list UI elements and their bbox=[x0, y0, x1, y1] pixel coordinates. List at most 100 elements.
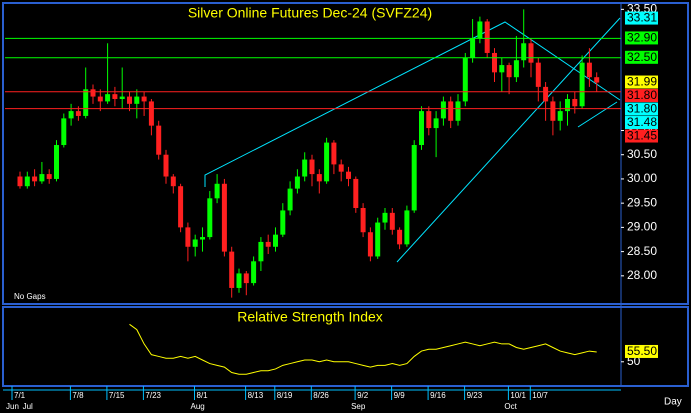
candle-body bbox=[397, 229, 403, 245]
chart-title: Silver Online Futures Dec-24 (SVFZ24) bbox=[188, 5, 432, 21]
y-tick-label: 28.50 bbox=[627, 244, 657, 258]
candle-body bbox=[46, 174, 52, 179]
candle-body bbox=[148, 101, 154, 126]
candle-body bbox=[448, 101, 454, 121]
candle-body bbox=[440, 101, 446, 119]
price-tag bbox=[625, 50, 658, 64]
candle-body bbox=[535, 62, 541, 87]
candle-body bbox=[367, 232, 373, 257]
candle-body bbox=[360, 208, 366, 233]
candle-body bbox=[200, 237, 205, 240]
y-tick-label: 28.00 bbox=[627, 268, 657, 282]
candle-body bbox=[24, 176, 30, 187]
candle-body bbox=[236, 273, 242, 288]
price-tag-label: 31.80 bbox=[627, 102, 657, 116]
candle-body bbox=[83, 89, 89, 116]
candle-body bbox=[75, 111, 81, 116]
x-tick-label: 7/8 bbox=[72, 391, 84, 400]
x-tick-label: 8/26 bbox=[313, 391, 329, 400]
candle-body bbox=[470, 38, 476, 58]
candle-body bbox=[61, 118, 67, 146]
candle-body bbox=[499, 65, 505, 73]
candle-body bbox=[178, 186, 184, 228]
candle-body bbox=[156, 125, 162, 155]
month-label: Aug bbox=[191, 402, 205, 411]
candle-body bbox=[521, 43, 527, 61]
price-tag-label: 33.31 bbox=[627, 11, 657, 25]
y-tick-label: 29.00 bbox=[627, 220, 657, 234]
candle-body bbox=[513, 60, 519, 78]
candle-body bbox=[433, 118, 439, 129]
x-tick-label: 9/23 bbox=[467, 391, 483, 400]
price-tag bbox=[625, 102, 658, 116]
candle-body bbox=[586, 62, 592, 78]
trendline bbox=[577, 101, 618, 128]
candle-body bbox=[404, 210, 410, 245]
rsi-title: Relative Strength Index bbox=[237, 309, 383, 325]
rsi-tag bbox=[625, 344, 658, 358]
candle-body bbox=[119, 96, 125, 99]
month-label: Jun bbox=[6, 402, 19, 411]
month-label: Jul bbox=[23, 402, 33, 411]
candle-body bbox=[258, 241, 264, 262]
candle-body bbox=[229, 251, 235, 288]
candle-body bbox=[338, 164, 344, 172]
candle-body bbox=[565, 98, 570, 112]
x-tick-label: 7/1 bbox=[14, 391, 26, 400]
trendline bbox=[396, 17, 621, 263]
candle-body bbox=[265, 241, 271, 247]
candle-body bbox=[207, 198, 213, 238]
candle-body bbox=[594, 77, 600, 83]
trendlines bbox=[204, 17, 621, 263]
x-axis-label: Day bbox=[664, 397, 682, 408]
trendline bbox=[204, 21, 621, 187]
candle-body bbox=[316, 174, 322, 182]
price-tag bbox=[625, 75, 658, 89]
candle-body bbox=[32, 176, 38, 182]
candle-body bbox=[273, 234, 278, 247]
rsi-panel-frame bbox=[2, 306, 689, 387]
candle-body bbox=[39, 174, 45, 182]
rsi-tag-label: 55.50 bbox=[627, 344, 657, 358]
candle-body bbox=[557, 111, 563, 121]
y-tick-label: 29.50 bbox=[627, 195, 657, 209]
price-tag-label: 31.80 bbox=[627, 88, 657, 102]
price-tag-label: 32.90 bbox=[627, 31, 657, 45]
candle-body bbox=[280, 210, 286, 235]
x-tick-label: 9/9 bbox=[394, 391, 406, 400]
y-tick-label: 30.00 bbox=[627, 171, 657, 185]
candle-body bbox=[141, 96, 147, 102]
candle-body bbox=[105, 94, 111, 102]
candle-body bbox=[302, 159, 308, 177]
x-tick-label: 8/13 bbox=[248, 391, 264, 400]
candle-body bbox=[477, 21, 483, 39]
candle-body bbox=[97, 96, 103, 102]
candle-body bbox=[572, 98, 578, 107]
x-tick-label: 10/7 bbox=[532, 391, 548, 400]
candle-body bbox=[127, 96, 132, 104]
candle-body bbox=[455, 101, 461, 121]
x-tick-label: 8/1 bbox=[197, 391, 209, 400]
candle-body bbox=[243, 273, 249, 284]
candle-body bbox=[550, 101, 556, 121]
candle-body bbox=[221, 183, 227, 252]
price-tag bbox=[625, 11, 658, 25]
candle-body bbox=[134, 96, 140, 104]
candle-body bbox=[294, 176, 300, 189]
candle-body bbox=[389, 212, 395, 230]
candle-body bbox=[324, 142, 330, 182]
candle-body bbox=[346, 171, 351, 179]
price-tag bbox=[625, 31, 658, 45]
candle-body bbox=[170, 176, 176, 187]
month-label: Oct bbox=[504, 402, 517, 411]
price-tag-label: 31.45 bbox=[627, 129, 657, 143]
candle-body bbox=[192, 239, 198, 247]
candle-body bbox=[163, 154, 169, 177]
x-tick-label: 7/15 bbox=[109, 391, 125, 400]
candle-body bbox=[411, 145, 417, 211]
candle-body bbox=[375, 222, 381, 257]
candle-body bbox=[112, 94, 118, 99]
x-tick-label: 8/19 bbox=[277, 391, 293, 400]
candle-body bbox=[419, 111, 424, 146]
